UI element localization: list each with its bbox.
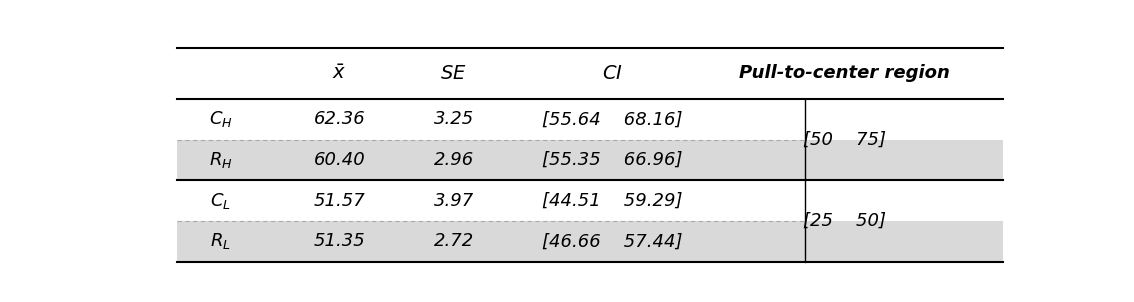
Text: 62.36: 62.36 [314,110,365,128]
Text: [25    50]: [25 50] [803,212,887,230]
Text: $R_H$: $R_H$ [209,150,232,170]
Text: 51.57: 51.57 [314,192,365,210]
Text: 3.25: 3.25 [433,110,474,128]
Text: [44.51    59.29]: [44.51 59.29] [542,192,683,210]
Text: $C_L$: $C_L$ [211,191,231,211]
Bar [805,221,1002,262]
Text: $\bar{x}$: $\bar{x}$ [332,64,347,83]
Text: 2.72: 2.72 [433,233,474,250]
Text: 2.96: 2.96 [433,151,474,169]
Bar [177,140,805,180]
Text: [46.66    57.44]: [46.66 57.44] [542,233,683,250]
Text: 51.35: 51.35 [314,233,365,250]
Text: Pull-to-center region: Pull-to-center region [739,64,950,82]
Bar [805,140,1002,180]
Text: $CI$: $CI$ [601,64,623,83]
Text: $SE$: $SE$ [440,64,467,83]
Bar [177,221,805,262]
Text: $R_L$: $R_L$ [211,231,231,252]
Text: [50    75]: [50 75] [803,131,887,149]
Text: $C_H$: $C_H$ [209,109,232,129]
Text: [55.35    66.96]: [55.35 66.96] [542,151,683,169]
Text: [55.64    68.16]: [55.64 68.16] [542,110,683,128]
Text: 60.40: 60.40 [314,151,365,169]
Text: 3.97: 3.97 [433,192,474,210]
